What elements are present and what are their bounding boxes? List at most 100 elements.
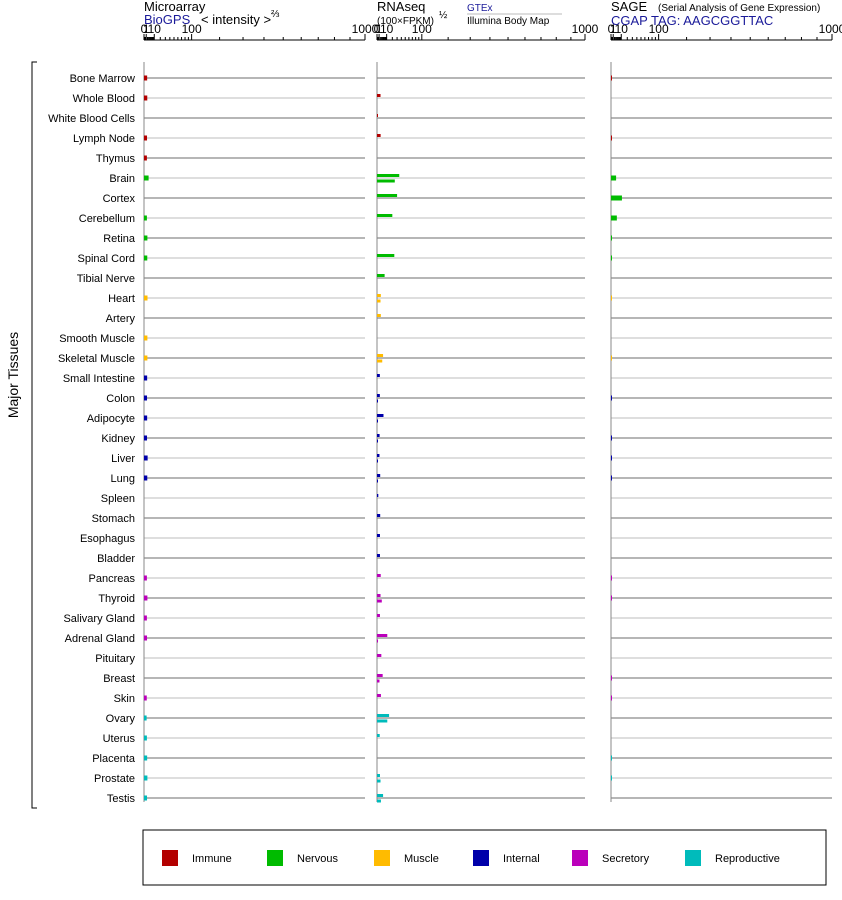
axis-unit-label: < intensity > [201,12,271,27]
tissue-label: Thyroid [98,593,135,605]
microarray-bar [144,355,148,361]
microarray-bar [144,295,148,301]
legend-label-reproductive: Reproductive [715,853,780,865]
rnaseq-illumina-bar [377,719,388,723]
sage-bar [611,175,617,181]
tissue-label: Spleen [101,493,135,505]
rnaseq-illumina-bar [377,779,381,783]
rnaseq-gtex-bar [377,274,385,277]
rnaseq-gtex-bar [377,534,380,537]
biogps-link[interactable]: BioGPS [144,12,191,27]
legend-swatch-internal [473,850,489,866]
microarray-bar [144,595,148,601]
microarray-bar [144,455,148,461]
tissue-label: Artery [106,313,136,325]
rnaseq-illumina-bar [377,799,381,803]
microarray-bar [144,75,148,81]
microarray-bar [144,235,148,241]
microarray-bar [144,255,148,261]
legend-label-nervous: Nervous [297,853,338,865]
microarray-bar [144,695,147,701]
gtex-link[interactable]: GTEx [467,3,493,14]
rnaseq-gtex-bar [377,214,393,217]
legend-label-immune: Immune [192,853,232,865]
microarray-bar [144,795,148,801]
sage-bar [611,595,612,601]
panel-title: Microarray [144,0,206,14]
tissue-label: Kidney [101,433,135,445]
legend-box [142,829,827,886]
rnaseq-gtex-bar [377,454,380,457]
legend-label-muscle: Muscle [404,853,439,865]
tissue-label: Ovary [106,713,136,725]
rnaseq-gtex-bar [377,354,384,357]
microarray-bar [144,135,148,141]
sage-bar [611,575,612,581]
rnaseq-gtex-bar [377,774,380,777]
x-tick-label: 100 [412,22,432,36]
legend-swatch-reproductive [685,850,701,866]
x-tick-label: 10 [148,22,162,36]
rnaseq-illumina-bar [377,459,378,463]
panel-title: RNAseq [377,0,425,14]
rnaseq-gtex-bar [377,734,380,737]
rnaseq-gtex-bar [377,494,379,497]
x-tick-label: 0 [374,22,381,36]
x-tick-label: 0 [608,22,615,36]
rnaseq-illumina-bar [377,639,378,643]
legend-swatch-secretory [572,850,588,866]
rnaseq-gtex-bar [377,614,380,617]
tissue-label: Spinal Cord [78,253,135,265]
cgap-tag-link[interactable]: CGAP TAG: AAGCGGTTAC [611,13,773,28]
microarray-bar [144,175,149,181]
rnaseq-gtex-bar [377,674,383,677]
x-tick-label: 100 [649,22,669,36]
tissue-label: Salivary Gland [63,613,135,625]
x-tick-label: 10 [615,22,629,36]
microarray-bar [144,375,148,381]
tissue-label: Lymph Node [73,133,135,145]
x-tick-label: 1 [376,22,383,36]
sage-bar [611,75,612,81]
tissue-label: Cortex [103,193,136,205]
rnaseq-gtex-bar [377,314,381,317]
tissue-label: Adrenal Gland [65,633,135,645]
rnaseq-illumina-bar [377,679,380,683]
rnaseq-gtex-bar [377,94,381,97]
axis-unit-exponent: ⅔ [271,9,280,20]
illumina-label: Illumina Body Map [467,16,550,27]
rnaseq-illumina-bar [377,399,378,403]
rnaseq-gtex-bar [377,134,381,137]
tissue-label: Pancreas [89,573,136,585]
rnaseq-gtex-bar [377,514,381,517]
tissue-label: Cerebellum [79,213,135,225]
rnaseq-illumina-bar [377,419,378,423]
sage-bar [611,295,612,301]
rnaseq-gtex-bar [377,694,381,697]
sage-bar [611,195,622,201]
microarray-bar [144,415,148,421]
microarray-bar [144,215,147,221]
x-tick-label: 100 [182,22,202,36]
microarray-bar [144,475,148,481]
sage-bar [611,395,612,401]
sage-bar [611,455,612,461]
panel-title-note: (Serial Analysis of Gene Expression) [658,3,820,14]
sage-bar [611,255,612,261]
microarray-bar [144,335,148,341]
rnaseq-illumina-bar [377,179,395,183]
tissue-label: Retina [103,233,136,245]
rnaseq-gtex-bar [377,714,390,717]
legend-swatch-nervous [267,850,283,866]
legend-swatch-immune [162,850,178,866]
rnaseq-gtex-bar [377,574,381,577]
tissue-label: Thymus [96,153,136,165]
microarray-bar [144,755,148,761]
y-axis-label: Major Tissues [5,332,21,418]
tissue-label: Smooth Muscle [59,333,135,345]
sage-bar [611,135,612,141]
sage-bar [611,235,612,241]
tissue-label: Skin [114,693,135,705]
rnaseq-gtex-bar [377,174,400,177]
